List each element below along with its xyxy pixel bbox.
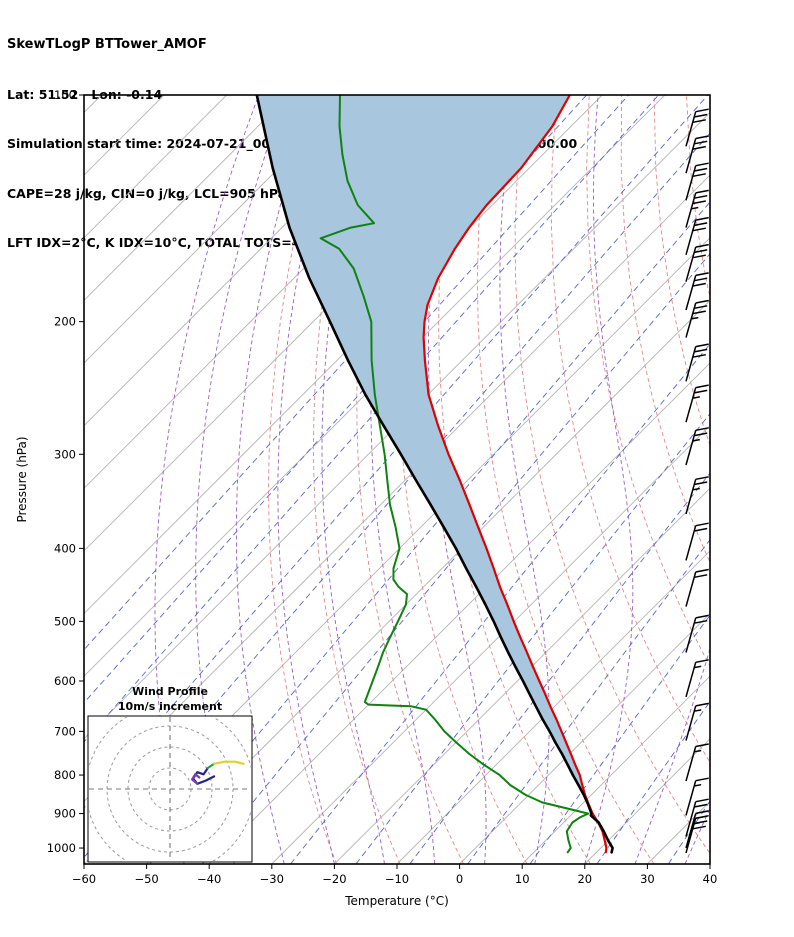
- x-tick-label: −40: [197, 872, 221, 886]
- wind-barb: [685, 810, 709, 849]
- wind-barb: [685, 743, 709, 782]
- x-tick-label: −50: [134, 872, 158, 886]
- wind-barb: [685, 814, 709, 854]
- hodograph-title: Wind Profile 10m/s increment: [88, 684, 252, 714]
- wind-barb: [685, 216, 709, 256]
- moist-adiabat-lines: [154, 95, 710, 864]
- cape-shading: [256, 95, 593, 814]
- y-tick-label: 800: [54, 768, 76, 782]
- dewpoint-curve: [319, 95, 590, 854]
- parcel-curve: [255, 95, 614, 854]
- y-tick-label: 900: [54, 807, 76, 821]
- x-tick-label: −30: [260, 872, 284, 886]
- wind-barb: [685, 702, 709, 741]
- y-tick-label: 600: [54, 674, 76, 688]
- y-tick-label: 200: [54, 315, 76, 329]
- wind-barb: [685, 777, 709, 816]
- y-tick-label: 500: [54, 614, 76, 628]
- wind-barb: [685, 162, 709, 201]
- y-tick-label: 700: [54, 724, 76, 738]
- wind-barb: [685, 272, 709, 311]
- wind-barb: [685, 384, 709, 423]
- wind-barb: [685, 299, 709, 338]
- hodograph-inset: [87, 715, 253, 863]
- wind-barb: [685, 243, 709, 282]
- hodograph-title-line1: Wind Profile: [132, 685, 208, 698]
- y-axis-title: Pressure (hPa): [15, 436, 29, 522]
- wind-barbs: [685, 108, 709, 854]
- x-tick-label: 10: [515, 872, 530, 886]
- hodograph-trace: [213, 760, 245, 765]
- header-latlon: Lat: 51.52 Lon: -0.14: [7, 86, 163, 102]
- x-tick-label: −60: [72, 872, 96, 886]
- x-tick-label: 20: [577, 872, 592, 886]
- chart-title: SkewTLogP BTTower_AMOF: [7, 37, 207, 52]
- hodograph-ring: [127, 746, 213, 832]
- wind-barb: [685, 343, 709, 382]
- y-tick-label: 100: [54, 88, 76, 102]
- x-tick-label: −20: [322, 872, 346, 886]
- x-tick-label: −10: [385, 872, 409, 886]
- x-tick-label: 40: [703, 872, 718, 886]
- x-tick-label: 0: [456, 872, 463, 886]
- y-tick-label: 300: [54, 447, 76, 461]
- wind-barb: [685, 659, 709, 698]
- y-tick-label: 400: [54, 541, 76, 555]
- x-tick-label: 30: [640, 872, 655, 886]
- y-tick-label: 1000: [47, 841, 76, 855]
- x-axis-title: Temperature (°C): [344, 894, 449, 908]
- hodograph-title-line2: 10m/s increment: [117, 700, 223, 713]
- wind-barb: [685, 522, 709, 561]
- wind-barb: [685, 135, 709, 174]
- wind-barb: [685, 108, 709, 147]
- hodograph-trace: [206, 762, 216, 770]
- wind-barb: [685, 568, 709, 607]
- wind-barb: [685, 476, 709, 515]
- wind-barb: [685, 427, 709, 466]
- wind-barb: [685, 189, 709, 228]
- hodograph-trace: [191, 773, 201, 785]
- wind-barb: [685, 798, 709, 837]
- wind-barb: [685, 614, 709, 653]
